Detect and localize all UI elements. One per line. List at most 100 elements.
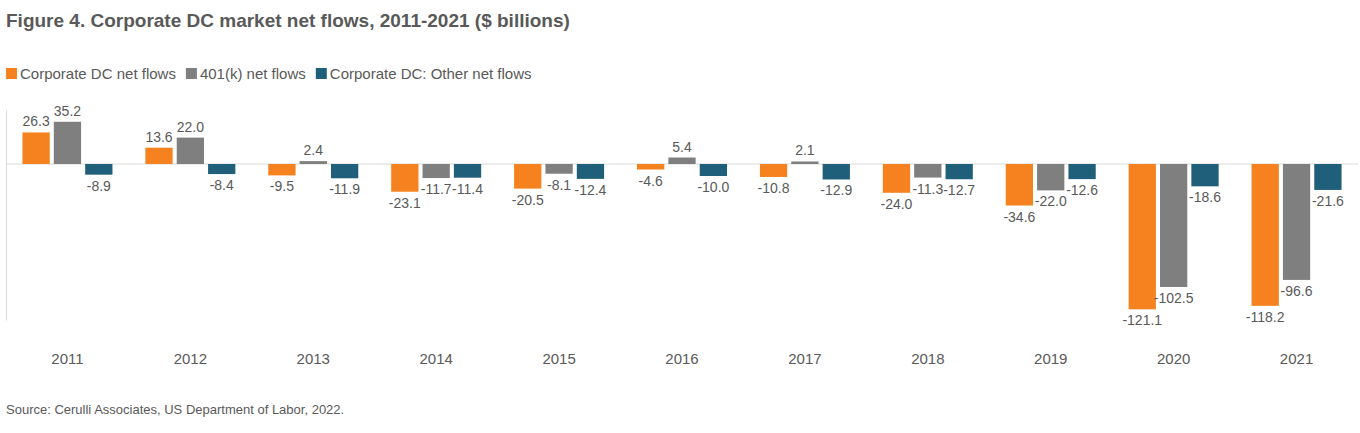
bar: [85, 164, 112, 175]
data-label: -8.1: [547, 177, 571, 193]
data-label: -12.7: [943, 182, 975, 198]
bar: [1160, 164, 1187, 287]
data-label: -10.0: [697, 179, 729, 195]
data-label: 13.6: [145, 129, 172, 145]
data-label: -11.9: [329, 181, 360, 197]
data-label: -8.4: [210, 177, 234, 193]
x-tick-label: 2016: [665, 350, 698, 367]
x-tick: 2015: [542, 350, 575, 367]
data-label: -121.1: [1122, 312, 1162, 328]
data-labels: 26.3 13.6 -9.5 -23.1 -20.5 -4.6 -10.8 -24.0 -34.…: [22, 103, 1344, 329]
x-tick: 2016: [665, 350, 698, 367]
data-label: -23.1: [389, 195, 421, 211]
legend-swatch: [316, 68, 327, 79]
data-label: -96.6: [1281, 283, 1313, 299]
data-label: -21.6: [1312, 193, 1344, 209]
legend-swatch: [186, 68, 197, 79]
data-label: 35.2: [54, 103, 81, 119]
bar: [331, 164, 358, 178]
x-tick: 2017: [788, 350, 821, 367]
x-tick: 2020: [1157, 350, 1190, 367]
bar: [1283, 164, 1310, 280]
bar: [668, 158, 695, 164]
x-tick-label: 2018: [911, 350, 944, 367]
title: Figure 4. Corporate DC market net flows,…: [6, 10, 570, 31]
x-tick-label: 2011: [51, 350, 83, 367]
legend-swatch: [6, 68, 17, 79]
source: Source: Cerulli Associates, US Departmen…: [6, 402, 344, 417]
bar: [545, 164, 572, 174]
data-label: -4.6: [639, 173, 663, 189]
bar: [1068, 164, 1095, 179]
data-label: -12.4: [574, 182, 606, 198]
data-label: 22.0: [177, 119, 204, 135]
x-tick: 2018: [911, 350, 944, 367]
x-tick: 2013: [297, 350, 330, 367]
data-label: -11.4: [452, 181, 483, 197]
bar: [700, 164, 727, 176]
bar: [823, 164, 850, 179]
data-label: -9.5: [270, 178, 294, 194]
bar: [54, 122, 81, 164]
bar: [577, 164, 604, 179]
bar: [391, 164, 418, 192]
data-label: -22.0: [1035, 193, 1067, 209]
x-axis: 2011 2012 2013 2014 2015 2016 2017 2018 2019 2020…: [51, 350, 1313, 367]
bar: [514, 164, 541, 189]
data-label: 2.1: [795, 142, 815, 158]
data-label: -12.9: [820, 182, 852, 198]
legend: Corporate DC net flows401(k) net flowsCo…: [6, 65, 532, 82]
chart: Figure 4. Corporate DC market net flows,…: [0, 0, 1360, 433]
bar: [300, 161, 327, 164]
y-axis-line: [6, 111, 7, 321]
bar: [208, 164, 235, 174]
bar: [268, 164, 295, 175]
x-tick: 2014: [419, 350, 452, 367]
bar: [1129, 164, 1156, 309]
bar: [1191, 164, 1218, 186]
data-label: -11.7: [421, 181, 452, 197]
bar: [637, 164, 664, 170]
x-tick: 2011: [51, 350, 83, 367]
data-label: 5.4: [672, 139, 692, 155]
bar: [1252, 164, 1279, 306]
bar: [454, 164, 481, 178]
data-label: -118.2: [1246, 309, 1285, 325]
bar: [1314, 164, 1341, 190]
x-tick: 2021: [1280, 350, 1313, 367]
data-label: -34.6: [1003, 209, 1035, 225]
x-tick: 2012: [174, 350, 207, 367]
legend-label: Corporate DC: Other net flows: [330, 65, 532, 82]
bar: [914, 164, 941, 178]
x-tick-label: 2017: [788, 350, 821, 367]
bar: [423, 164, 450, 178]
x-tick-label: 2015: [542, 350, 575, 367]
data-label: -10.8: [758, 180, 790, 196]
x-tick-label: 2014: [419, 350, 452, 367]
x-tick-label: 2019: [1034, 350, 1067, 367]
data-label: 26.3: [22, 113, 49, 129]
x-tick-label: 2012: [174, 350, 207, 367]
bar: [145, 148, 172, 164]
data-label: -11.3: [912, 181, 943, 197]
data-label: 2.4: [304, 142, 324, 158]
bar: [22, 132, 49, 164]
bar: [791, 161, 818, 164]
legend-label: Corporate DC net flows: [20, 65, 176, 82]
data-label: -8.9: [87, 178, 111, 194]
bar: [946, 164, 973, 179]
y-axis: [6, 111, 7, 321]
data-label: -24.0: [880, 196, 912, 212]
x-tick-label: 2020: [1157, 350, 1190, 367]
x-tick-label: 2013: [297, 350, 330, 367]
x-tick-label: 2021: [1280, 350, 1313, 367]
bar: [760, 164, 787, 177]
bar: [1037, 164, 1064, 190]
x-tick: 2019: [1034, 350, 1067, 367]
bar: [177, 138, 204, 164]
data-label: -18.6: [1189, 189, 1221, 205]
data-label: -12.6: [1066, 182, 1098, 198]
data-label: -20.5: [512, 192, 544, 208]
bar: [1006, 164, 1033, 206]
bars: [22, 122, 1341, 310]
